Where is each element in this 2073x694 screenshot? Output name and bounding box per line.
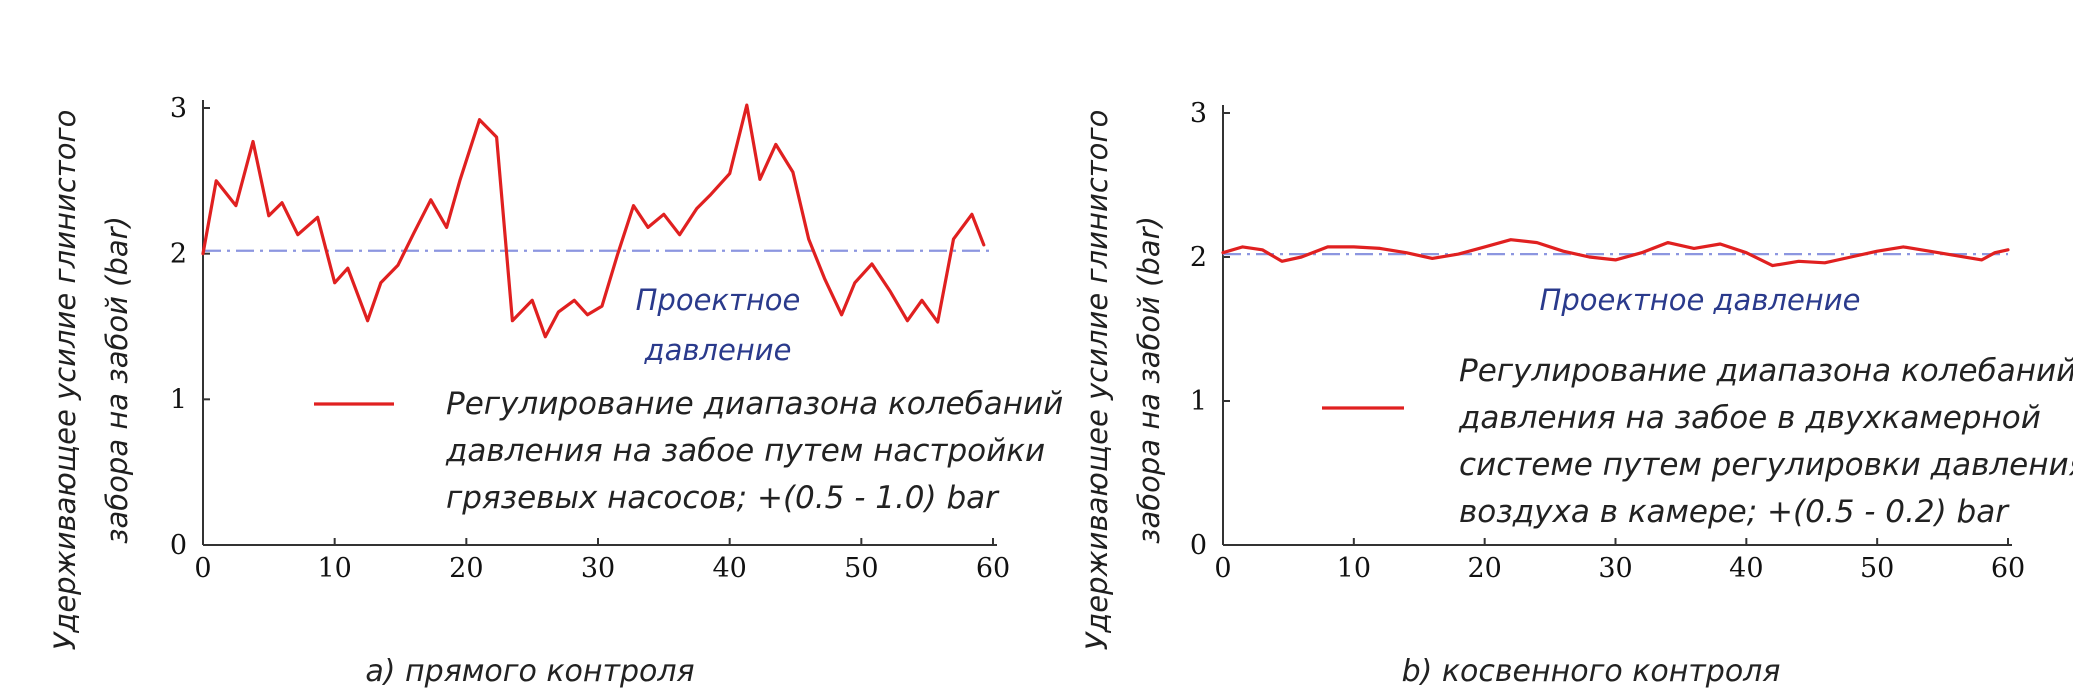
design-pressure-annotation: давление [644,333,792,367]
y-tick-label: 1 [170,384,187,415]
x-tick-label: 50 [1860,553,1894,584]
x-tick-label: 10 [317,553,351,584]
legend-text: давления на забое путем настройки [445,433,1045,469]
series-line [1221,238,2010,268]
legend-text: системе путем регулировки давления [1459,447,2073,483]
legend-text: давления на забое в двухкамерной [1458,400,2041,436]
chart-caption: b) косвенного контроля [1402,654,1781,689]
legend-text: Регулирование диапазона колебаний [1459,353,2073,389]
x-tick-label: 0 [1214,553,1231,584]
y-tick-label: 1 [1190,386,1207,417]
x-tick-label: 10 [1337,553,1371,584]
chart-a: Удерживающее усилие глинистого забора на … [48,93,1063,689]
chart-b: Удерживающее усилие глинистого забора на … [1080,98,2073,689]
legend-text: грязевых насосов; +(0.5 - 1.0) bar [446,480,1000,516]
y-axis-label: забора на забой (bar) [1132,216,1166,544]
legend-text: воздуха в камере; +(0.5 - 0.2) bar [1459,494,2010,530]
y-tick-label: 0 [170,530,187,561]
y-tick-label: 3 [1190,98,1207,129]
design-pressure-annotation: Проектное давление [1540,283,1861,317]
x-tick-label: 60 [976,553,1010,584]
x-tick-label: 20 [1467,553,1501,584]
x-tick-label: 30 [1598,553,1632,584]
y-tick-label: 2 [170,239,187,270]
x-tick-label: 0 [194,553,211,584]
legend-text: Регулирование диапазона колебаний [446,386,1063,422]
y-tick-label: 0 [1190,530,1207,561]
chart-caption: a) прямого контроля [365,654,694,689]
y-tick-label: 3 [170,93,187,124]
x-tick-label: 60 [1991,553,2025,584]
y-axis-label: Удерживающее усилие глинистого [1080,110,1114,651]
x-tick-label: 40 [712,553,746,584]
x-tick-label: 50 [844,553,878,584]
design-pressure-annotation: Проектное [636,283,801,317]
x-tick-label: 20 [449,553,483,584]
series-line [201,103,986,339]
y-tick-label: 2 [1190,242,1207,273]
x-tick-label: 40 [1729,553,1763,584]
y-axis-label: забора на забой (bar) [100,216,134,544]
y-axis-label: Удерживающее усилие глинистого [48,110,82,651]
x-tick-label: 30 [581,553,615,584]
